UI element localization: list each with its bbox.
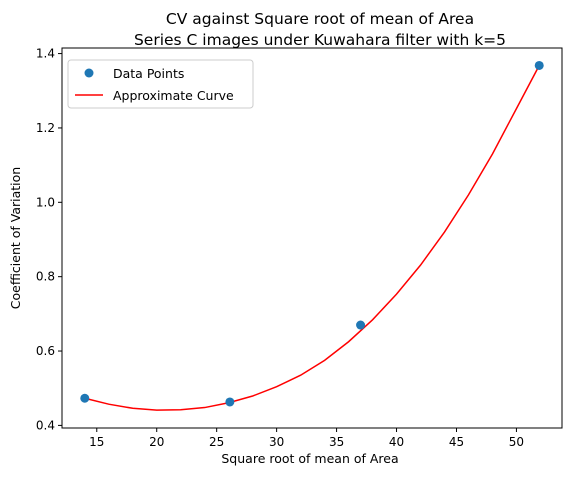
x-tick-label: 30 [269,435,284,449]
x-tick-label: 20 [149,435,164,449]
legend-box [67,59,254,109]
data-point [225,397,235,407]
y-tick-label: 0.6 [36,344,55,358]
x-tick-label: 50 [509,435,524,449]
x-tick-label: 35 [329,435,344,449]
legend-label-approximate-curve: Approximate Curve [113,88,234,103]
y-axis: 0.4 0.6 0.8 1.0 1.2 1.4 [36,47,62,432]
y-tick-label: 0.4 [36,418,55,432]
chart-subtitle: Series C images under Kuwahara filter wi… [134,31,506,49]
points-layer [80,60,544,407]
data-point [534,60,544,70]
y-tick-label: 1.4 [36,47,55,61]
x-tick-label: 40 [389,435,404,449]
y-tick-label: 1.2 [36,121,55,135]
data-point [356,320,366,330]
x-axis-label: Square root of mean of Area [221,451,398,466]
x-tick-label: 15 [89,435,104,449]
y-tick-label: 0.8 [36,270,55,284]
x-axis: 15 20 25 30 35 40 45 50 [89,428,524,449]
x-tick-label: 25 [209,435,224,449]
data-point [80,393,90,403]
y-tick-label: 1.0 [36,195,55,209]
legend-scatter-marker [84,68,94,78]
x-tick-label: 45 [449,435,464,449]
chart-title: CV against Square root of mean of Area [166,10,474,28]
y-axis-label: Coefficient of Variation [8,167,23,309]
plot-area [61,47,563,429]
legend-label-data-points: Data Points [113,66,184,81]
approximate-curve-line [84,65,540,411]
legend: Data Points Approximate Curve [67,59,254,109]
curve-layer [84,65,540,411]
